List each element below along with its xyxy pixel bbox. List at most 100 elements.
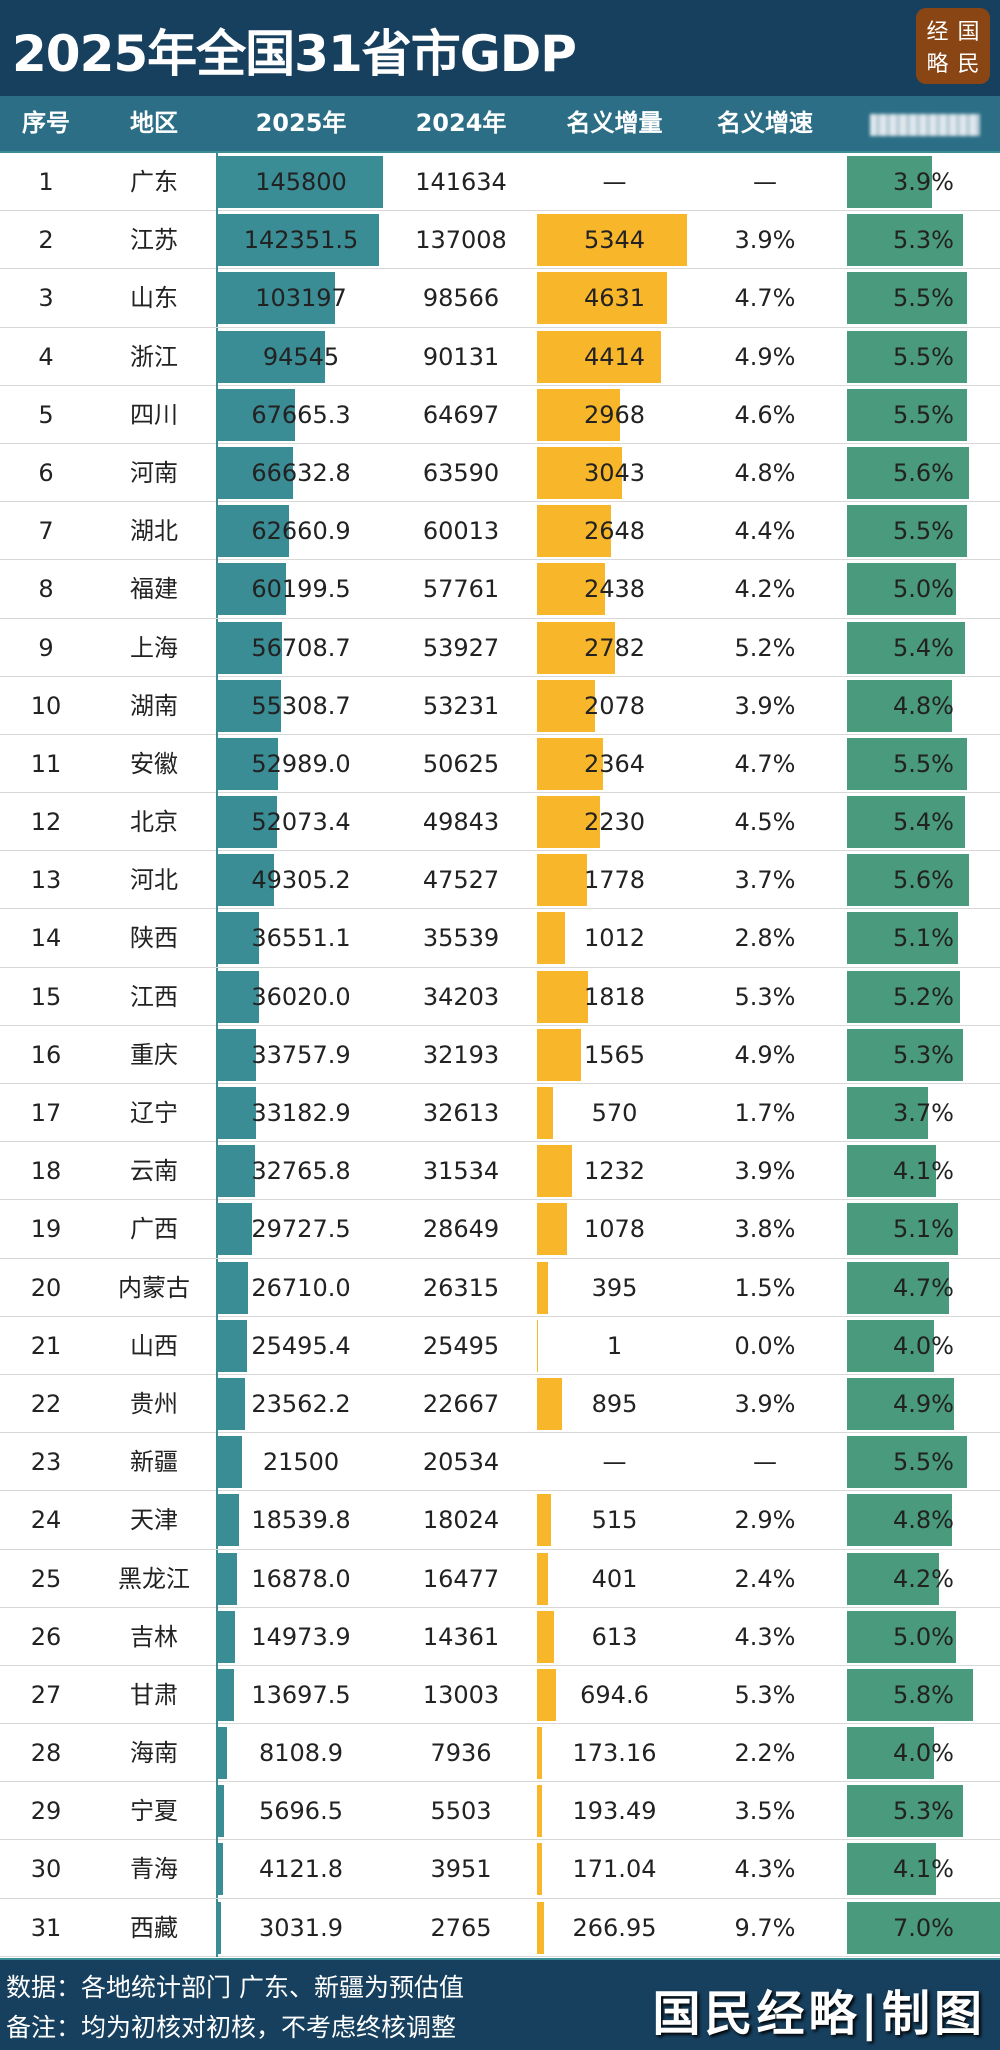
cell-growth: 5.3% [734,982,796,1011]
increment-bar [537,214,687,267]
cell-growth: 4.9% [734,342,796,371]
column-divider [216,385,218,444]
increment-bar [537,737,604,790]
real-growth-bar [847,796,965,849]
cell-real-growth: 4.2% [893,1564,954,1593]
real-growth-bar [847,1028,963,1081]
table-row: 17 辽宁 33182.9 32613 570 1.7% 3.7% [0,1084,1000,1143]
cell-gdp-2024: 2765 [430,1913,492,1942]
cell-rank: 14 [30,924,62,953]
column-divider [216,1665,218,1724]
cell-real-growth: 4.0% [893,1331,954,1360]
table-row: 1 广东 145800 141634 — — 3.9% [0,153,1000,212]
cell-rank: 15 [30,982,62,1011]
cell-increment: 171.04 [572,1855,657,1884]
cell-region: 北京 [130,808,178,837]
increment-bar [537,388,621,441]
cell-region: 吉林 [130,1622,178,1651]
increment-bar [537,1377,563,1430]
cell-gdp-2025: 142351.5 [243,226,359,255]
cell-growth: — [753,168,777,196]
cell-region: 西藏 [130,1913,178,1942]
cell-rank: 20 [30,1273,62,1302]
cell-growth: 9.7% [734,1913,796,1942]
table-row: 30 青海 4121.8 3951 171.04 4.3% 4.1% [0,1840,1000,1899]
cell-region: 甘肃 [130,1680,178,1709]
table-row: 20 内蒙古 26710.0 26315 395 1.5% 4.7% [0,1258,1000,1317]
cell-real-growth: 5.3% [893,1040,954,1069]
gdp-2025-bar [218,1436,243,1489]
cell-increment: 2968 [583,400,646,429]
cell-real-growth: 5.2% [893,982,954,1011]
gdp-2025-bar [218,1727,228,1780]
gdp-2025-bar [218,272,335,325]
logo-char: 国 [957,20,980,45]
cell-real-growth: 5.5% [893,1448,954,1477]
increment-bar [537,330,661,383]
cell-region: 四川 [130,400,178,429]
cell-real-growth: 5.0% [893,1622,954,1651]
column-divider [216,909,218,968]
cell-growth: 1.5% [734,1273,796,1302]
cell-gdp-2025: 60199.5 [251,575,351,604]
gdp-2025-bar [218,1028,257,1081]
cell-real-growth: 5.8% [893,1680,954,1709]
real-growth-bar [847,1901,1000,1954]
real-growth-bar [847,563,956,616]
gdp-2025-bar [218,505,289,558]
gdp-2025-bar [218,1203,252,1256]
cell-gdp-2024: 63590 [422,458,500,487]
real-growth-bar [847,1261,950,1314]
real-growth-bar [847,388,967,441]
cell-gdp-2024: 53927 [422,633,500,662]
increment-bar [537,1843,542,1896]
column-divider [216,1840,218,1899]
cell-rank: 7 [38,517,54,546]
column-divider [216,327,218,386]
column-divider [216,1142,218,1201]
cell-real-growth: 5.5% [893,400,954,429]
cell-region: 贵州 [130,1389,178,1418]
increment-bar [537,970,589,1023]
cell-growth: 3.9% [734,226,796,255]
header-increment: 名义增量 [566,109,663,137]
cell-gdp-2025: 3031.9 [259,1913,343,1942]
gdp-2025-bar [218,156,383,208]
increment-bar [537,679,596,732]
cell-gdp-2025: 21500 [262,1448,340,1477]
increment-bar [537,1494,552,1547]
real-growth-bar [847,272,967,325]
cell-gdp-2025: 67665.3 [251,400,351,429]
cell-gdp-2024: 53231 [422,691,500,720]
increment-bar [537,854,587,907]
cell-real-growth: 4.7% [893,1273,954,1302]
real-growth-bar [847,912,959,965]
real-growth-bar [847,214,963,267]
cell-gdp-2025: 145800 [255,168,347,196]
gdp-2025-bar [218,679,281,732]
footer-source: 数据：各地统计部门 广东、新疆为预估值 [6,1973,464,2002]
cell-gdp-2024: 13003 [422,1680,500,1709]
cell-increment: 515 [591,1506,638,1535]
gdp-2025-bar [218,1785,225,1838]
cell-real-growth: 5.0% [893,575,954,604]
increment-bar [537,912,566,965]
real-growth-bar [847,1145,937,1198]
real-growth-bar [847,679,952,732]
cell-gdp-2025: 26710.0 [251,1273,351,1302]
gdp-2025-bar [218,1668,234,1721]
cell-growth: 0.0% [734,1331,796,1360]
cell-growth: 3.9% [734,1157,796,1186]
logo: 经 国 略 民 [916,8,990,84]
cell-gdp-2025: 8108.9 [259,1739,343,1768]
cell-gdp-2024: 64697 [422,400,500,429]
cell-increment: 1778 [583,866,646,895]
cell-gdp-2024: 50625 [422,749,500,778]
cell-rank: 5 [38,400,54,429]
table-row: 6 河南 66632.8 63590 3043 4.8% 5.6% [0,443,1000,503]
footer-note: 备注：均为初核对初核，不考虑终核调整 [6,2013,457,2042]
column-divider [216,443,218,502]
cell-gdp-2024: 18024 [422,1506,500,1535]
cell-region: 河南 [130,458,178,487]
cell-growth: 5.3% [734,1680,796,1709]
